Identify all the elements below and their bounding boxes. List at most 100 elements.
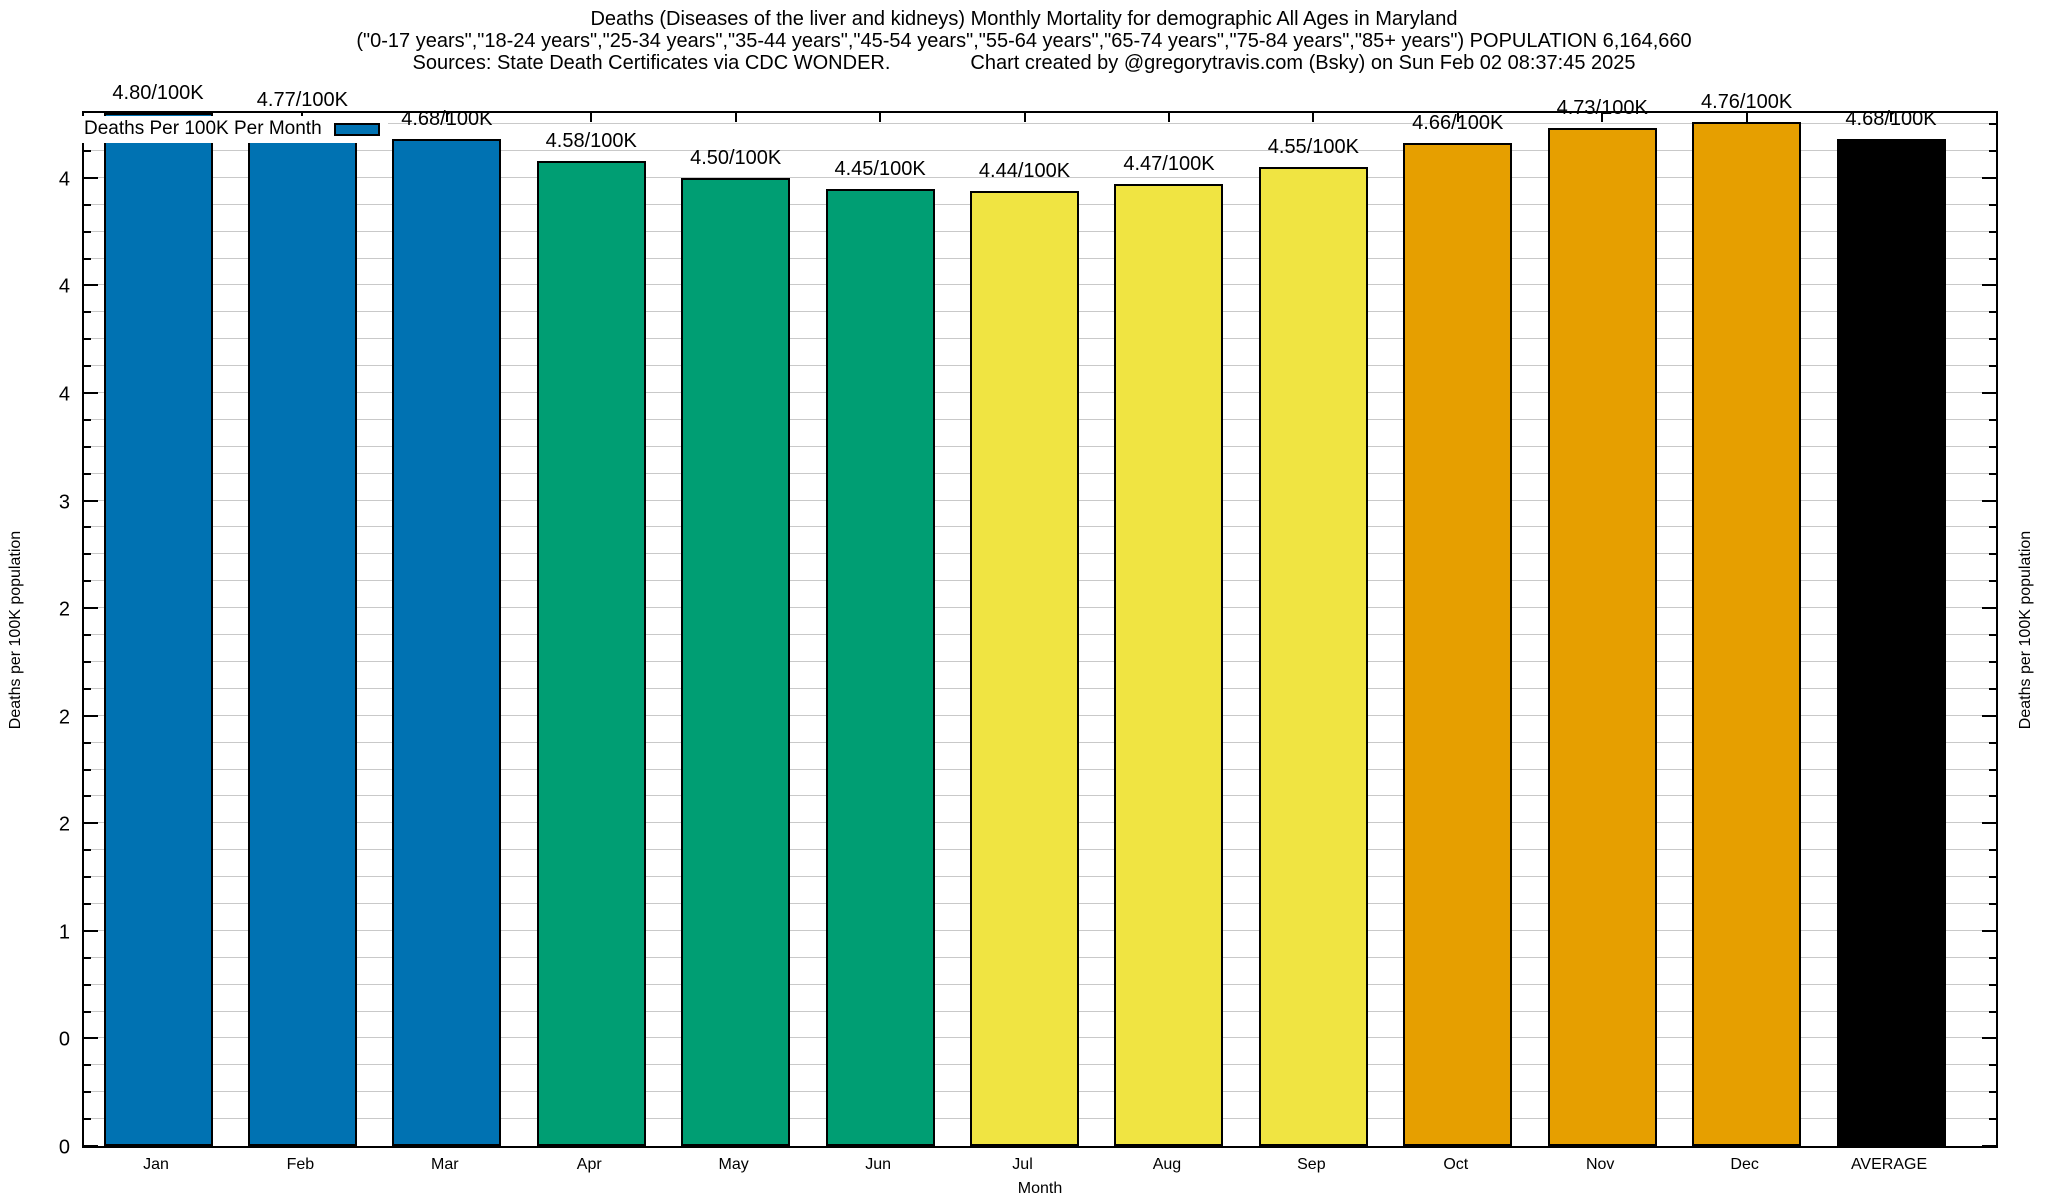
y-minor-tick xyxy=(84,902,91,905)
y-tick-label: 4 xyxy=(58,383,70,406)
chart-sources: Sources: State Death Certificates via CD… xyxy=(412,52,891,74)
y-minor-tick xyxy=(1989,365,1996,368)
y-tick-label: 4 xyxy=(58,168,70,191)
y-minor-tick xyxy=(84,418,91,421)
gridline xyxy=(84,123,1996,125)
y-minor-tick xyxy=(84,311,91,314)
y-minor-tick xyxy=(1989,741,1996,744)
x-tick xyxy=(1456,113,1459,122)
y-major-tick xyxy=(84,1037,98,1040)
x-tick xyxy=(1023,113,1026,122)
y-axis-title-left: Deaths per 100K population xyxy=(7,530,24,730)
y-major-tick xyxy=(1982,607,1996,610)
x-tick xyxy=(734,113,737,122)
y-minor-tick xyxy=(84,526,91,529)
y-minor-tick xyxy=(84,634,91,637)
plot-area: 4.80/100K 4.77/100K 4.68/100K 4.58/100K 4.50… xyxy=(76,82,1998,1148)
bar-value-label: 4.68/100K xyxy=(401,108,493,131)
y-minor-tick xyxy=(1989,1064,1996,1067)
y-major-tick xyxy=(1982,499,1996,502)
y-minor-tick xyxy=(84,230,91,233)
y-tick-label: 0 xyxy=(58,1136,70,1159)
x-tick-label: May xyxy=(718,1156,749,1173)
y-minor-tick xyxy=(1989,553,1996,556)
gridline xyxy=(84,176,1996,178)
bar xyxy=(1114,184,1224,1146)
bar xyxy=(1258,167,1368,1146)
y-minor-tick xyxy=(84,1118,91,1121)
legend-label: Deaths Per 100K Per Month xyxy=(84,118,322,139)
x-tick-label: Feb xyxy=(286,1156,315,1173)
x-tick-label: Oct xyxy=(1443,1156,1469,1173)
y-minor-tick xyxy=(84,956,91,959)
x-tick-label: Aug xyxy=(1152,1156,1182,1173)
y-tick-label: 1 xyxy=(58,921,70,944)
bar-value-label: 4.77/100K xyxy=(256,88,349,111)
bar-value-label: 4.76/100K xyxy=(1701,90,1793,113)
y-minor-tick xyxy=(84,1064,91,1067)
y-major-tick xyxy=(84,822,98,825)
x-tick-label: Jul xyxy=(1012,1156,1033,1173)
chart-title-line2: ("0-17 years","18-24 years","25-34 years… xyxy=(356,30,1692,52)
y-major-tick xyxy=(1982,284,1996,287)
y-minor-tick xyxy=(1989,660,1996,663)
gridline xyxy=(84,149,1996,151)
y-minor-tick xyxy=(84,768,91,771)
y-minor-tick xyxy=(84,660,91,663)
y-major-tick xyxy=(84,499,98,502)
y-minor-tick xyxy=(84,1091,91,1094)
y-minor-tick xyxy=(1989,849,1996,852)
y-minor-tick xyxy=(84,795,91,798)
y-minor-tick xyxy=(1989,526,1996,529)
y-major-tick xyxy=(84,392,98,394)
y-major-tick xyxy=(1982,392,1996,394)
y-minor-tick xyxy=(1989,311,1996,314)
y-major-tick xyxy=(84,607,98,610)
bar-value-label: 4.73/100K xyxy=(1556,97,1648,120)
y-minor-tick xyxy=(1989,418,1996,421)
bar xyxy=(1692,121,1802,1146)
x-tick xyxy=(1167,113,1170,122)
bar xyxy=(247,119,357,1146)
y-minor-tick xyxy=(1989,230,1996,233)
bar-value-label: 4.50/100K xyxy=(690,146,782,169)
x-tick-label: AVERAGE xyxy=(1850,1156,1928,1173)
y-minor-tick xyxy=(1989,983,1996,986)
y-minor-tick xyxy=(1989,472,1996,475)
y-minor-tick xyxy=(84,580,91,583)
bar xyxy=(1403,143,1513,1146)
legend-swatch xyxy=(333,122,380,136)
y-major-tick xyxy=(84,714,98,717)
bar xyxy=(825,188,935,1146)
x-tick xyxy=(1890,113,1893,122)
y-minor-tick xyxy=(1989,149,1996,152)
y-major-tick xyxy=(1982,929,1996,932)
y-major-tick xyxy=(1982,1037,1996,1040)
bar-value-label: 4.45/100K xyxy=(834,157,926,180)
y-minor-tick xyxy=(1989,768,1996,771)
y-tick-label: 2 xyxy=(58,706,70,729)
y-minor-tick xyxy=(1989,1010,1996,1013)
bar-value-label: 4.47/100K xyxy=(1123,153,1215,176)
chart-header: Deaths (Diseases of the liver and kidney… xyxy=(0,8,2048,74)
y-minor-tick xyxy=(1989,1118,1996,1121)
y-minor-tick xyxy=(84,445,91,448)
bar xyxy=(1836,139,1946,1146)
y-minor-tick xyxy=(84,741,91,744)
y-minor-tick xyxy=(84,849,91,852)
y-tick-label: 2 xyxy=(58,813,70,836)
bar xyxy=(681,177,791,1146)
bar-value-label: 4.66/100K xyxy=(1412,112,1504,135)
y-minor-tick xyxy=(84,876,91,879)
bar xyxy=(392,139,502,1146)
x-axis-title: Month xyxy=(1017,1180,1063,1197)
y-tick-label: 4 xyxy=(58,275,70,298)
x-tick-label: Sep xyxy=(1297,1156,1326,1173)
y-minor-tick xyxy=(84,687,91,690)
x-tick-label: Dec xyxy=(1730,1156,1759,1173)
y-minor-tick xyxy=(84,257,91,260)
bar xyxy=(1547,128,1657,1146)
y-minor-tick xyxy=(84,365,91,368)
y-axis-title-right: Deaths per 100K population xyxy=(2017,530,2034,730)
y-tick-label: 3 xyxy=(58,491,70,514)
